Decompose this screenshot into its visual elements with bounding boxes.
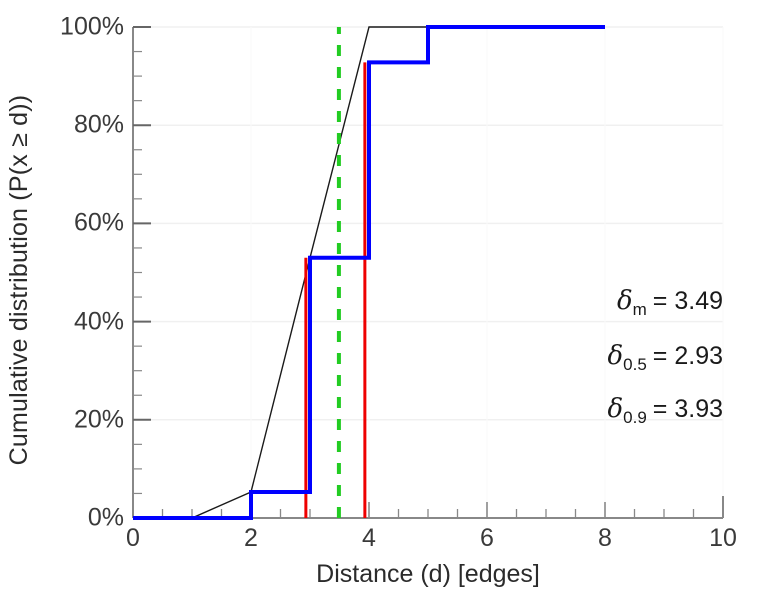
delta-value: = 3.49 [652,287,723,315]
delta-subscript: 0.9 [623,408,647,427]
x-tick-label: 2 [244,524,258,552]
delta-value: = 3.93 [652,395,723,423]
annotation-delta-m: δm = 3.49 [617,286,723,320]
y-tick-label: 100% [60,12,124,41]
delta-symbol: δ [616,286,633,316]
delta-value: = 2.93 [652,342,723,370]
x-axis-label: Distance (d) [edges] [316,560,540,588]
x-tick-label: 4 [362,524,376,552]
y-tick-label: 40% [73,307,124,336]
delta-symbol: δ [607,394,624,424]
delta-symbol: δ [607,341,624,371]
y-tick-label: 80% [73,110,124,139]
x-tick-label: 10 [709,524,737,552]
y-tick-label-group: 0% 20% 40% 60% 80% 100% [28,0,124,600]
x-tick-label: 8 [598,524,612,552]
y-tick-label: 60% [73,208,124,237]
delta-subscript: 0.5 [623,355,647,374]
x-tick-label: 0 [126,524,140,552]
y-tick-label: 20% [73,405,124,434]
delta-subscript: m [632,300,647,319]
empirical-cdf-step-curve [133,25,605,520]
annotation-delta-09: δ0.9 = 3.93 [608,394,724,428]
x-tick-label: 6 [480,524,494,552]
annotation-delta-05: δ0.5 = 2.93 [608,341,724,375]
y-tick-label: 0% [87,503,124,532]
interpolated-cdf-curve [133,26,428,519]
